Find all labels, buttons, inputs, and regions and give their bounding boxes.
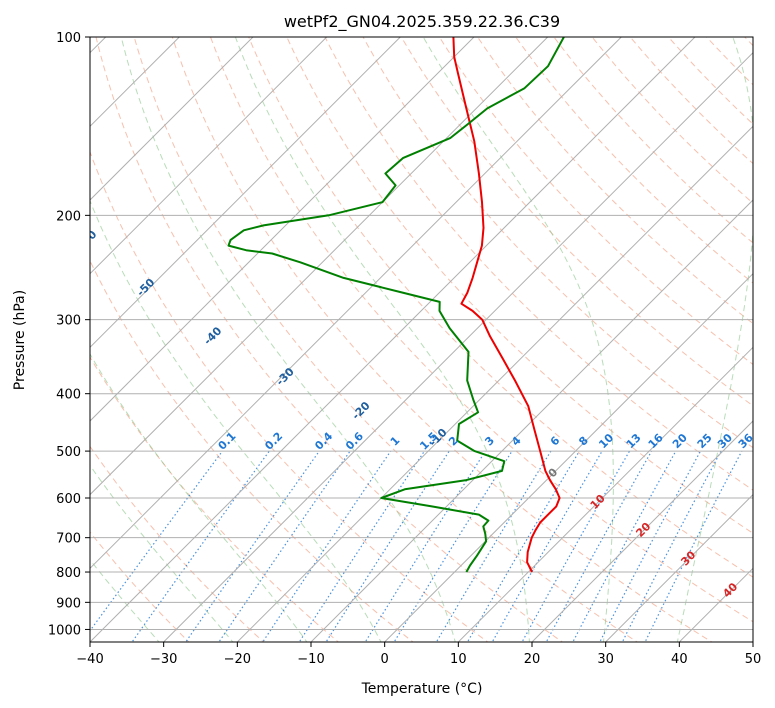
chart-title: wetPf2_GN04.2025.359.22.36.C39 xyxy=(284,12,560,32)
mixing-ratio-line xyxy=(621,450,722,642)
x-tick-label: −10 xyxy=(297,652,324,667)
dry-adiabat xyxy=(171,37,713,642)
x-tick-label: 50 xyxy=(745,652,762,667)
mixing-ratio-line xyxy=(218,450,351,642)
mixing-ratio-line xyxy=(435,450,552,642)
y-tick-label: 600 xyxy=(56,492,81,507)
mixing-ratio-line xyxy=(185,450,320,642)
isotherm-line xyxy=(90,37,696,642)
isotherm-line xyxy=(310,199,753,642)
dry-adiabat xyxy=(90,150,489,642)
dry-adiabat xyxy=(210,37,753,623)
y-tick-label: 400 xyxy=(56,388,81,403)
dry-adiabat xyxy=(286,37,753,534)
dry-adiabat xyxy=(133,37,638,642)
temperature-profile-line xyxy=(452,37,561,573)
isotherm-line xyxy=(90,37,622,570)
mixing-ratio-line xyxy=(466,450,580,642)
dry-adiabat xyxy=(477,37,753,325)
y-tick-label: 1000 xyxy=(48,623,81,638)
isotherm-line xyxy=(457,346,753,642)
dewpoint-profile-line xyxy=(227,37,565,573)
x-tick-label: 40 xyxy=(671,652,688,667)
isotherm-line xyxy=(531,420,753,642)
x-tick-label: −30 xyxy=(150,652,177,667)
x-axis: −40 −30 −20 −10 0 10 20 30 40 50 xyxy=(76,642,761,667)
mixing-ratio-line xyxy=(521,450,631,642)
dry-adiabat xyxy=(553,37,753,244)
isotherm-line xyxy=(90,37,401,349)
x-axis-label: Temperature (°C) xyxy=(361,681,483,697)
isotherm-line xyxy=(236,125,753,642)
dry-adiabat xyxy=(90,259,414,642)
y-tick-label: 300 xyxy=(56,314,81,329)
x-tick-label: 0 xyxy=(381,652,389,667)
isotherm-line xyxy=(90,37,475,422)
y-tick-label: 800 xyxy=(56,566,81,581)
y-tick-label: 100 xyxy=(56,31,81,46)
mixing-ratio-line xyxy=(644,450,743,642)
x-tick-label: −20 xyxy=(224,652,251,667)
dry-adiabat xyxy=(248,37,753,578)
isotherm-line xyxy=(162,51,753,642)
mixing-ratio-line xyxy=(298,450,425,642)
y-tick-label: 700 xyxy=(56,532,81,547)
dry-adiabat xyxy=(400,37,753,407)
grid-lines xyxy=(90,37,753,642)
y-tick-label: 900 xyxy=(56,596,81,611)
adiabat-label: -60 xyxy=(76,228,99,251)
dry-adiabat xyxy=(438,37,753,366)
mixing-ratio-line xyxy=(599,450,702,642)
dry-adiabat xyxy=(591,37,753,204)
y-tick-label: 200 xyxy=(56,209,81,224)
mixing-ratio-line xyxy=(393,450,513,642)
x-tick-label: 30 xyxy=(597,652,614,667)
isotherm-line xyxy=(383,272,753,642)
dry-adiabat xyxy=(90,445,265,642)
mixing-ratio-line xyxy=(572,450,677,642)
profiles xyxy=(227,37,565,573)
y-axis: 100 200 300 400 500 600 700 800 900 1000 xyxy=(48,31,90,638)
x-tick-label: 10 xyxy=(450,652,467,667)
mixing-ratio-line xyxy=(491,450,603,642)
x-tick-label: −40 xyxy=(76,652,103,667)
x-tick-label: 20 xyxy=(524,652,541,667)
moist-adiabat xyxy=(90,199,382,642)
isotherm-line xyxy=(90,37,549,496)
dry-adiabat xyxy=(362,37,753,449)
plot-frame xyxy=(89,36,754,643)
isotherm-line xyxy=(90,37,328,275)
isotherm-line xyxy=(604,493,753,642)
y-axis-label: Pressure (hPa) xyxy=(12,290,28,390)
isotherm-line xyxy=(90,37,254,201)
y-tick-label: 500 xyxy=(56,445,81,460)
